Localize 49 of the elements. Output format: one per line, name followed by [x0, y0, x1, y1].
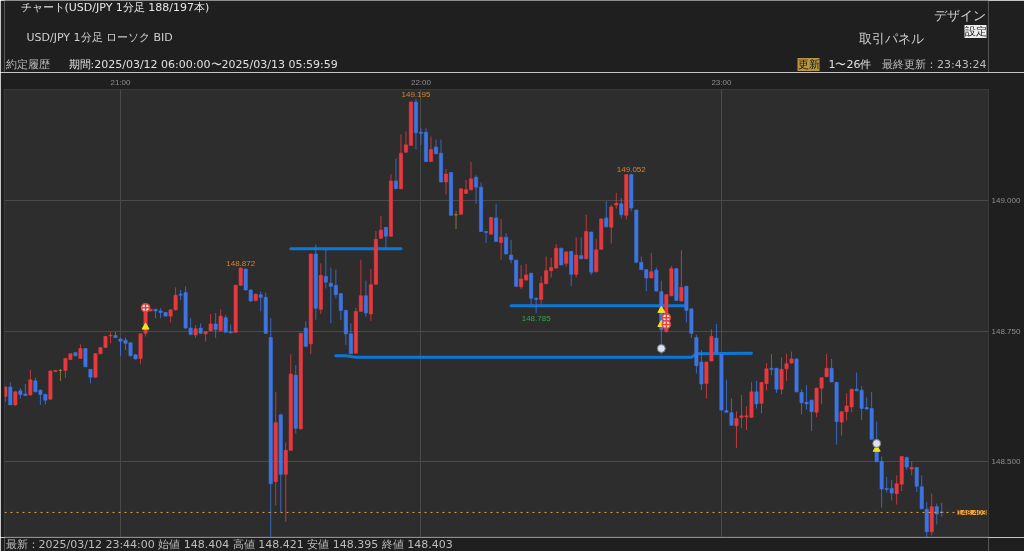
candlestick [323, 249, 328, 289]
candlestick [619, 197, 624, 219]
x-tick-label: 23:00 [711, 77, 732, 87]
annotation: 148.872 [226, 258, 256, 268]
candlestick [569, 250, 574, 287]
text: 1〜26件 [828, 58, 872, 71]
candlestick [429, 135, 433, 163]
candlestick [519, 264, 524, 290]
candlestick [924, 501, 929, 537]
y-tick-label: 148.750 [991, 326, 1021, 336]
text: 更新 [797, 58, 820, 71]
text: デザイン [933, 8, 986, 23]
candlestick [679, 249, 684, 302]
text: 最終更新：23:43:24 [882, 58, 987, 71]
chart-subtitle: USD/JPY 1分足 ローソク BID [26, 31, 173, 44]
candlestick [604, 200, 609, 228]
candlestick [393, 157, 398, 190]
x-tick-label: 22:00 [410, 77, 432, 87]
annotation: 148.785 [521, 313, 552, 323]
candlestick [609, 204, 614, 245]
candlestick [363, 280, 368, 318]
ref-line-label: 148.403 [957, 507, 988, 517]
candlestick [444, 168, 448, 195]
candlestick [494, 203, 499, 243]
text: 設定 [964, 25, 987, 38]
candlestick [454, 210, 458, 230]
candlestick [779, 356, 784, 395]
annotation: 149.195 [401, 89, 431, 99]
candlestick [213, 312, 218, 339]
candlestick [704, 361, 709, 400]
chart-title: チャート(USD/JPY 1分足 188/197本) [20, 1, 210, 14]
y-tick-label: 148.500 [991, 457, 1021, 467]
text: 最新：2025/03/12 23:44:00 始値 148.404 高値 148.421 安値 148.395 終値 148.403 [5, 538, 453, 551]
candlestick [649, 252, 654, 280]
candlestick [303, 320, 308, 348]
y-tick-label: 149.000 [991, 196, 1021, 206]
text: 期間:2025/03/12 06:00:00〜2025/03/13 05:59:59 [68, 58, 338, 71]
candlestick [499, 218, 504, 261]
text: 約定履歴 [5, 58, 50, 71]
candlestick [8, 381, 13, 406]
text: 取引パネル [858, 31, 924, 46]
candlestick [734, 410, 739, 449]
candlestick [754, 380, 759, 410]
candlestick [574, 236, 579, 278]
candlestick [28, 369, 33, 396]
annotation: 149.052 [616, 164, 647, 174]
candlestick [378, 215, 383, 240]
x-tick-label: 21:00 [110, 77, 132, 87]
candlestick [714, 323, 719, 355]
